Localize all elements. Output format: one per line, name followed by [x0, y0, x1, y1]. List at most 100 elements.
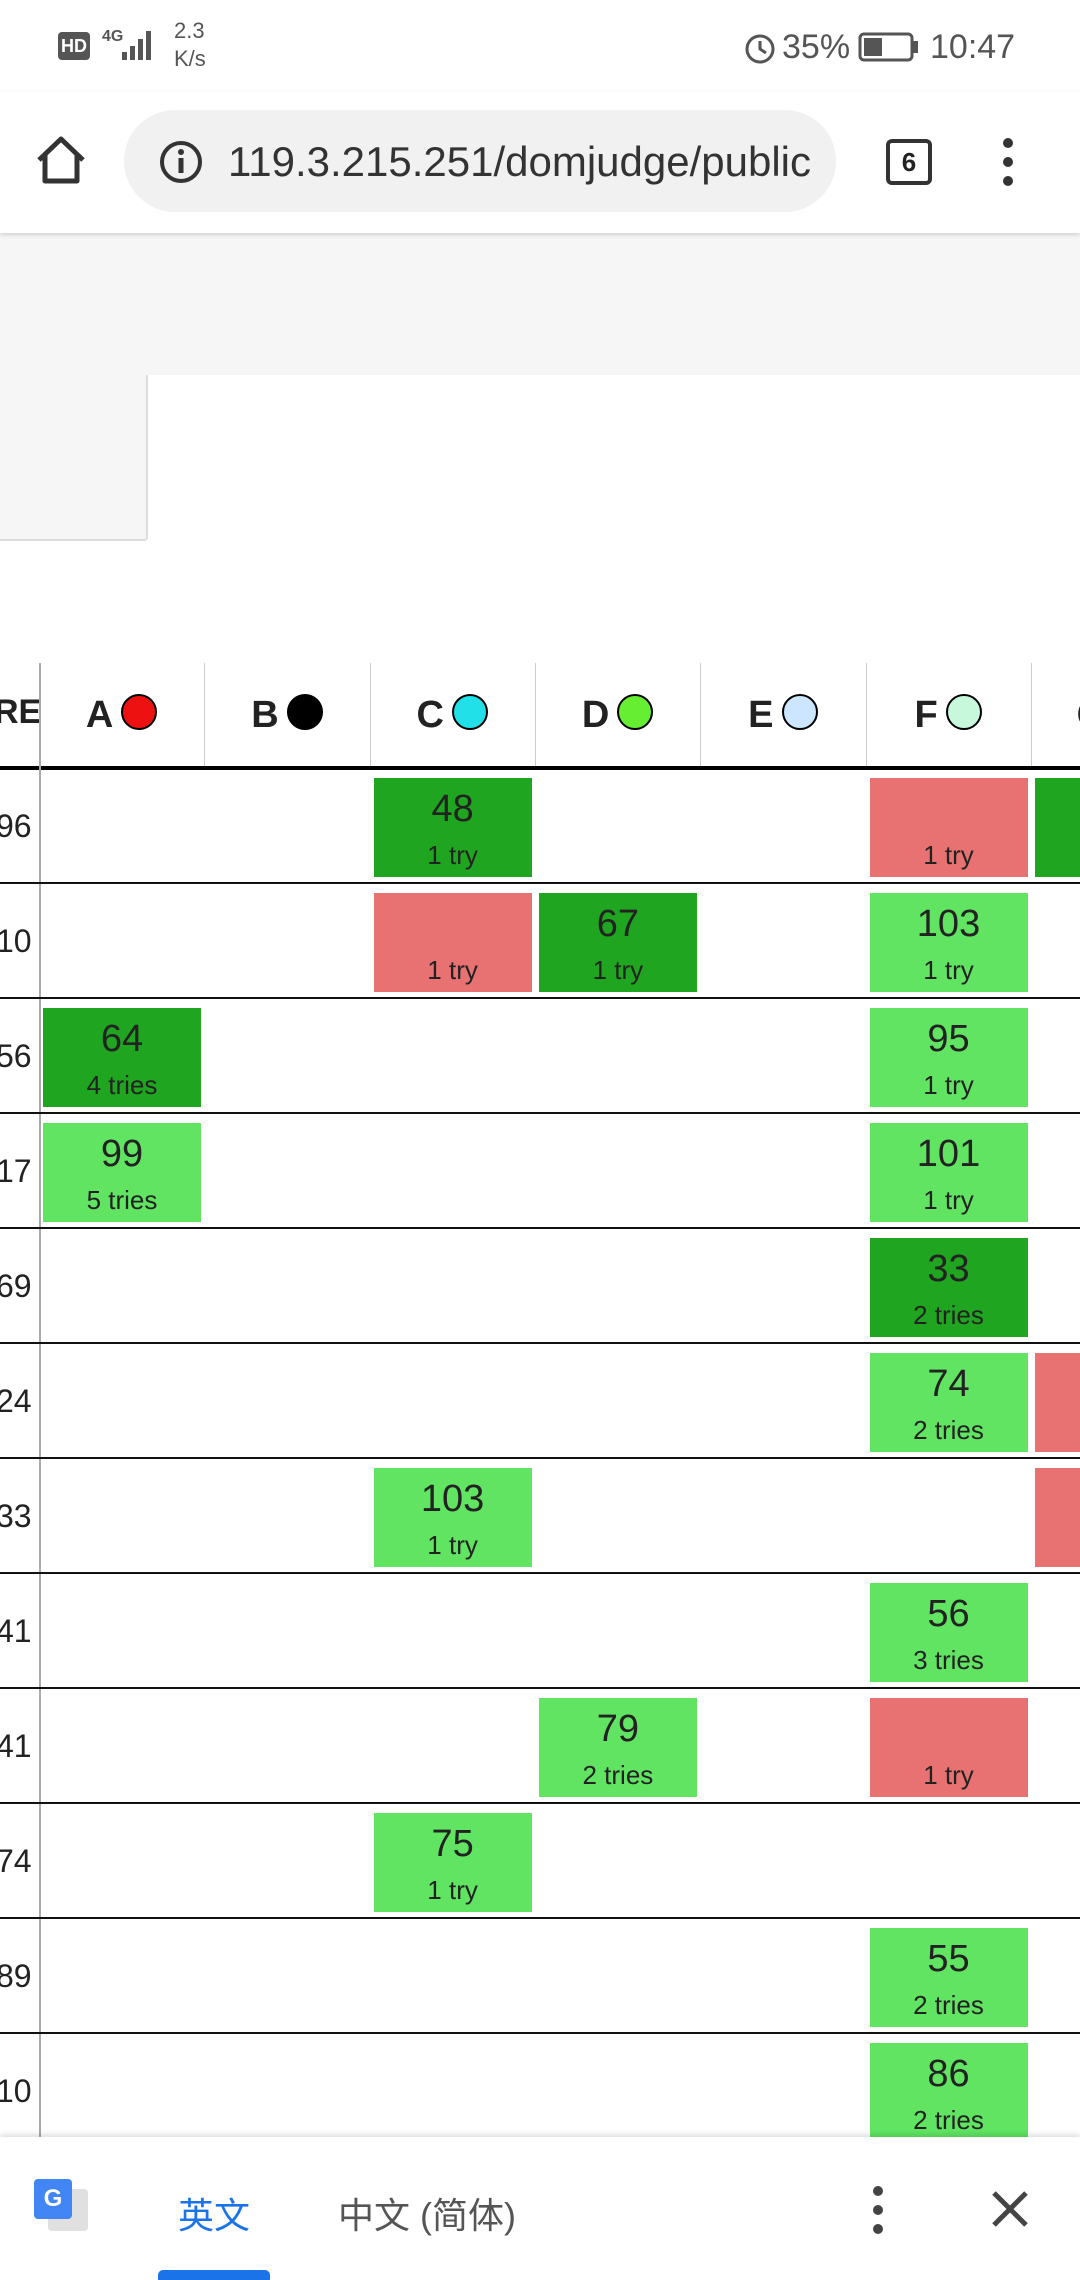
url: 119.3.215.251/domjudge/public: [228, 138, 812, 185]
team-score: 41: [0, 1728, 32, 1764]
problem-cell: 33 2 tries: [869, 1238, 1028, 1337]
solve-time: 103: [420, 1478, 485, 1520]
solve-time: 55: [927, 1938, 970, 1980]
team-score: 10: [0, 923, 32, 959]
alarm-icon: [745, 34, 775, 64]
problem-cell: 86 2 tries: [869, 2043, 1028, 2142]
problem-cell: 48 1 try: [373, 778, 532, 877]
problem-cell: 103 1 try: [869, 893, 1028, 992]
panel: [0, 375, 148, 541]
clock: 10:47: [930, 28, 1016, 66]
tries: 1 try: [923, 1185, 974, 1215]
balloon: [945, 693, 982, 730]
balloon: [451, 693, 488, 730]
solve-time: 101: [916, 1133, 981, 1175]
tries: 1 try: [923, 1070, 974, 1100]
status-bar: HD 4G 2.3 K/s 35% 10:47: [0, 0, 1080, 92]
team-score: 74: [0, 1843, 32, 1879]
problem-label: B: [251, 694, 279, 736]
team-score: 89: [0, 1958, 32, 1994]
tries: 1 try: [923, 1760, 974, 1790]
selected-indicator: [158, 2270, 270, 2280]
tries: 1 try: [427, 840, 478, 870]
tries: 5 tries: [86, 1185, 158, 1215]
problem-label: A: [85, 694, 114, 736]
problem-cell: 75 1 try: [373, 1813, 532, 1912]
balloon: [121, 693, 158, 730]
team-score: 69: [0, 1268, 32, 1304]
problem-header: B: [204, 663, 369, 768]
row-rule: [0, 1917, 1080, 1919]
problem-cell: 67 1 try: [538, 893, 697, 992]
solve-time: 56: [927, 1593, 970, 1635]
problem-header: F: [866, 663, 1031, 768]
header-divider: [700, 663, 702, 768]
problem-cell: 1 try: [373, 893, 532, 992]
solve-time: 33: [927, 1248, 970, 1290]
team-score: 24: [0, 1383, 32, 1419]
problem-cell: 99 5 tries: [43, 1123, 201, 1222]
row-rule: [0, 1802, 1080, 1804]
menu-button[interactable]: [996, 136, 1020, 190]
tries: 2 tries: [913, 2105, 984, 2135]
hd-icon: HD: [58, 32, 90, 60]
speed: 2.3: [174, 18, 205, 43]
tries: 1 try: [427, 1530, 478, 1560]
problem-cell: 101 1 try: [869, 1123, 1028, 1222]
problem-cell: 1 try: [869, 778, 1028, 877]
row-rule: [0, 882, 1080, 884]
problem-cell: 1 try: [869, 1698, 1028, 1797]
battery-icon: [858, 32, 918, 62]
team-score: 17: [0, 1153, 32, 1189]
tries: 1 try: [592, 955, 644, 985]
problem-cell: 95 1 try: [869, 1008, 1028, 1107]
source-language[interactable]: 英文: [178, 2195, 251, 2236]
header-divider: [865, 663, 867, 768]
row-rule: [0, 1227, 1080, 1229]
team-score: 41: [0, 1613, 32, 1649]
problem-cell: 79 2 tries: [538, 1698, 697, 1797]
address-bar[interactable]: 119.3.215.251/domjudge/public: [124, 110, 836, 212]
problem-cell: [1034, 1353, 1080, 1452]
home-button[interactable]: [34, 133, 88, 187]
tries: 1 try: [923, 955, 974, 985]
team-score: 33: [0, 1498, 32, 1534]
tries: 4 tries: [86, 1070, 158, 1100]
close-button[interactable]: [988, 2187, 1032, 2231]
problem-cell: 55 2 tries: [869, 1928, 1028, 2027]
tries: 3 tries: [913, 1645, 984, 1675]
header-divider: [204, 663, 206, 768]
svg-text:G: G: [44, 2185, 63, 2212]
solve-time: 103: [916, 903, 981, 945]
problem-cell: 56 3 tries: [869, 1583, 1028, 1682]
problem-header: G: [1031, 663, 1080, 768]
balloon: [781, 693, 818, 730]
problem-header: E: [700, 663, 865, 768]
tries: 2 tries: [582, 1760, 654, 1790]
problem-header: C: [370, 663, 535, 768]
translate-menu[interactable]: [866, 2185, 890, 2235]
tries: 2 tries: [913, 1300, 984, 1330]
solve-time: 74: [927, 1363, 970, 1405]
row-rule: [0, 1112, 1080, 1114]
problem-cell: 74 2 tries: [869, 1353, 1028, 1452]
solve-time: 64: [100, 1018, 144, 1060]
signal-icon: [122, 31, 151, 60]
tab-switcher[interactable]: 6: [886, 139, 932, 185]
target-language[interactable]: 中文 (简体): [338, 2195, 516, 2236]
header-divider: [534, 663, 536, 768]
solve-time: 86: [927, 2053, 970, 2095]
browser-toolbar: 119.3.215.251/domjudge/public 6: [0, 92, 1080, 233]
problem-label: D: [581, 694, 610, 736]
solve-time: 79: [596, 1708, 640, 1750]
problem-cell: [1034, 1468, 1080, 1567]
row-rule: [0, 1342, 1080, 1344]
solve-time: 67: [596, 903, 640, 945]
score-divider: [39, 663, 41, 2137]
tries: 2 tries: [913, 1990, 984, 2020]
tries: 1 try: [427, 1875, 478, 1905]
solve-time: 48: [431, 788, 474, 830]
team-score: 96: [0, 808, 32, 844]
